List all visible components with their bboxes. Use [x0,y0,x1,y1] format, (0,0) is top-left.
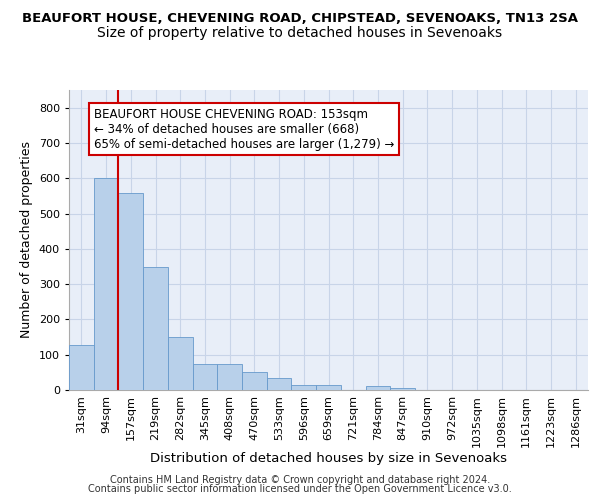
Text: Contains public sector information licensed under the Open Government Licence v3: Contains public sector information licen… [88,484,512,494]
Bar [193,364,217,390]
Bar [316,386,341,390]
Y-axis label: Number of detached properties: Number of detached properties [20,142,33,338]
Bar [118,193,143,390]
Bar [292,385,316,390]
Bar [69,345,94,390]
X-axis label: Distribution of detached houses by size in Sevenoaks: Distribution of detached houses by size … [150,452,507,466]
Text: BEAUFORT HOUSE, CHEVENING ROAD, CHIPSTEAD, SEVENOAKS, TN13 2SA: BEAUFORT HOUSE, CHEVENING ROAD, CHIPSTEA… [22,12,578,26]
Bar [94,178,118,390]
Text: BEAUFORT HOUSE CHEVENING ROAD: 153sqm
← 34% of detached houses are smaller (668): BEAUFORT HOUSE CHEVENING ROAD: 153sqm ← … [94,108,394,150]
Bar [168,337,193,390]
Bar [143,267,168,390]
Bar [267,378,292,390]
Text: Contains HM Land Registry data © Crown copyright and database right 2024.: Contains HM Land Registry data © Crown c… [110,475,490,485]
Bar [242,372,267,390]
Bar [390,388,415,390]
Bar [365,386,390,390]
Bar [217,364,242,390]
Text: Size of property relative to detached houses in Sevenoaks: Size of property relative to detached ho… [97,26,503,40]
